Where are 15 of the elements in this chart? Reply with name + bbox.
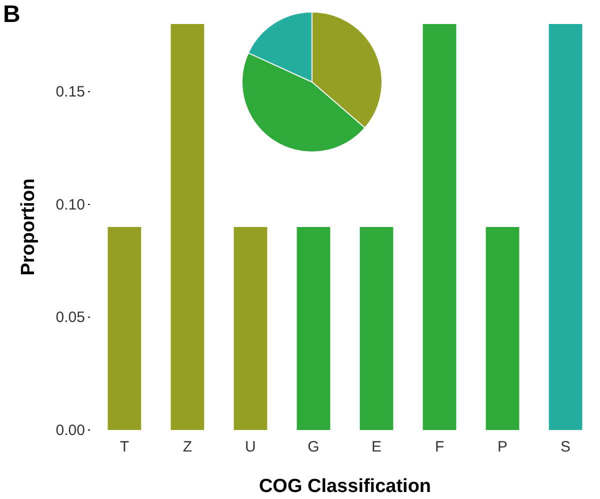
x-tick-label: P [498, 438, 508, 456]
x-tick-label: Z [182, 438, 192, 456]
x-tick-label: S [560, 438, 571, 456]
x-tick-label: F [434, 438, 444, 456]
x-tick-label: G [308, 438, 320, 456]
y-tick-label: 0.05 [56, 309, 85, 326]
y-tick-label: 0.15 [56, 83, 85, 100]
x-axis-title: COG Classification [258, 476, 432, 497]
chart-title: B [3, 1, 20, 28]
x-tick-label: T [120, 438, 130, 456]
x-tick-label: U [245, 438, 256, 456]
x-tick-label: E [372, 438, 382, 456]
y-axis-title: Proportion [18, 178, 39, 276]
y-tick-label: 0.00 [56, 422, 85, 439]
y-tick-label: 0.10 [56, 196, 85, 214]
